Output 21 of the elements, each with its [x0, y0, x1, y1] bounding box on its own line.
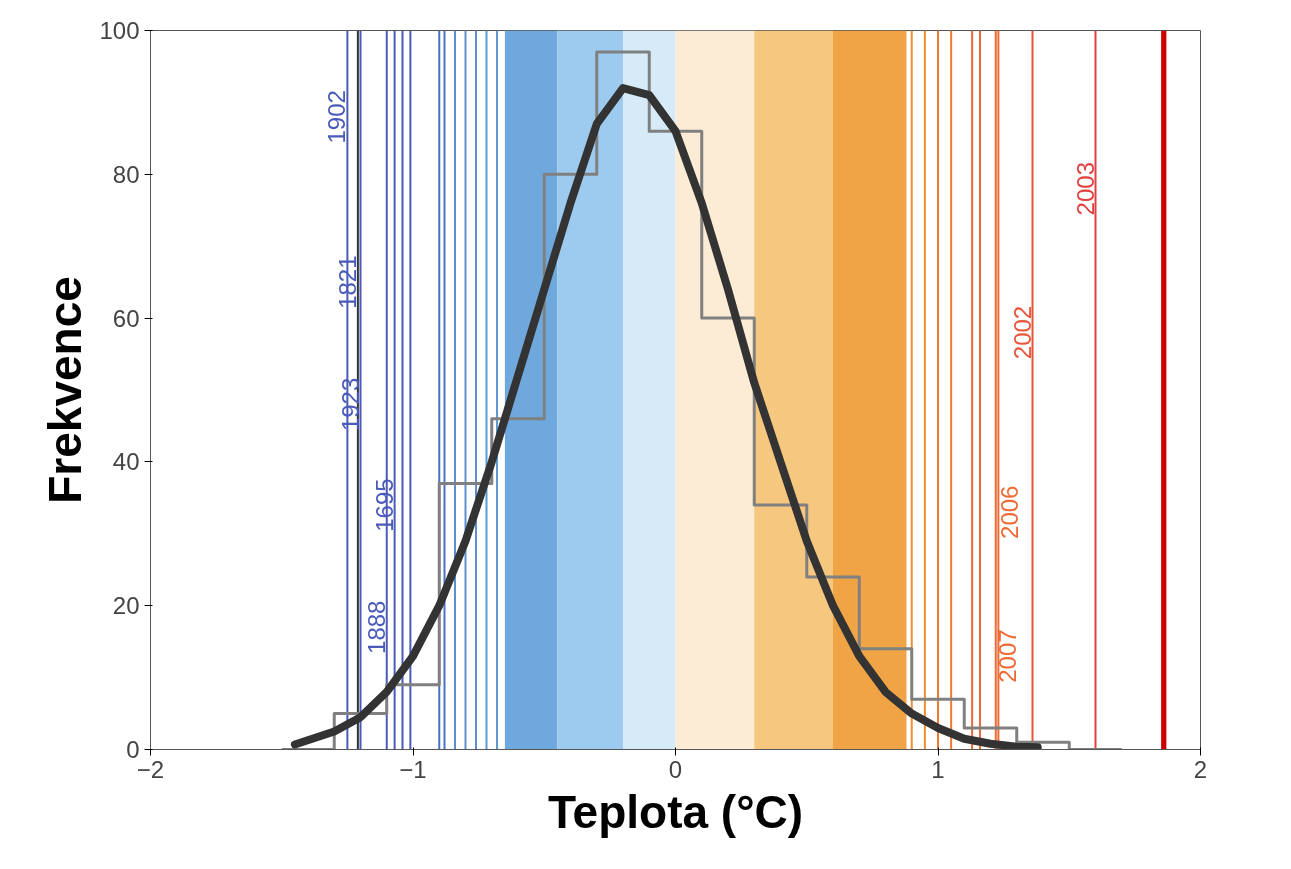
x-axis-title: Teplota (°C): [547, 785, 804, 838]
annotation: 1923: [336, 377, 364, 432]
annotation: 2006: [996, 485, 1024, 539]
annotation: 1695: [370, 478, 398, 532]
x-tick-label: 1: [931, 755, 945, 783]
x-tick-label: 2: [1193, 755, 1208, 783]
x-tick-label: −1: [399, 755, 427, 783]
y-tick-label: 100: [99, 17, 140, 44]
y-tick-label: 80: [112, 160, 140, 188]
annotation: 1821: [333, 255, 361, 309]
y-tick-label: 40: [112, 448, 140, 476]
annotation: 2007: [993, 629, 1021, 683]
annotation: 1902: [323, 90, 351, 144]
annotation: 2003: [1071, 161, 1099, 216]
y-tick-label: 20: [112, 592, 140, 620]
annotation: 2002: [1008, 305, 1036, 360]
annotation: 1888: [362, 600, 390, 654]
y-tick-label: 60: [112, 304, 140, 332]
x-tick-label: 0: [668, 755, 683, 783]
y-axis-title: Frekvence: [39, 276, 92, 504]
y-tick-label: 0: [126, 736, 140, 763]
